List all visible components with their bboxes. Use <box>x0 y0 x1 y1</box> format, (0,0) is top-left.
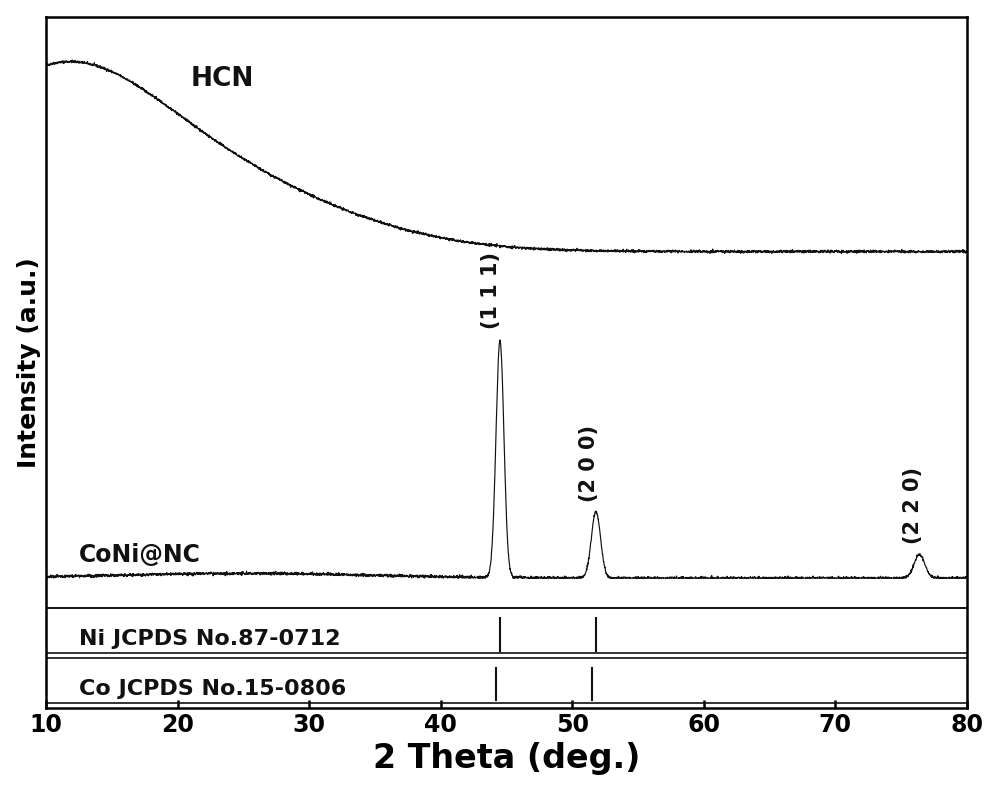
Text: (2 0 0): (2 0 0) <box>579 425 599 502</box>
Text: (1 1 1): (1 1 1) <box>481 252 501 329</box>
Text: CoNi@NC: CoNi@NC <box>79 543 201 567</box>
X-axis label: 2 Theta (deg.): 2 Theta (deg.) <box>373 742 640 775</box>
Text: Ni JCPDS No.87-0712: Ni JCPDS No.87-0712 <box>79 630 341 649</box>
Y-axis label: Intensity (a.u.): Intensity (a.u.) <box>17 257 41 467</box>
Text: HCN: HCN <box>191 66 254 92</box>
Text: (2 2 0): (2 2 0) <box>903 467 923 544</box>
Text: Co JCPDS No.15-0806: Co JCPDS No.15-0806 <box>79 680 346 699</box>
